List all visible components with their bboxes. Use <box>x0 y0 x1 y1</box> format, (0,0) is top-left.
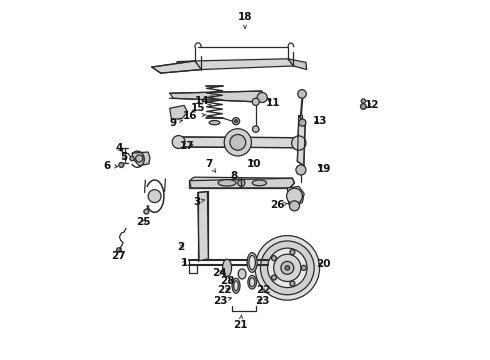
Circle shape <box>130 156 134 161</box>
Circle shape <box>274 254 301 282</box>
Ellipse shape <box>232 278 240 293</box>
Ellipse shape <box>222 259 232 276</box>
Circle shape <box>260 241 314 295</box>
Text: 16: 16 <box>183 111 205 121</box>
Polygon shape <box>170 105 188 120</box>
Ellipse shape <box>252 180 267 186</box>
Text: 9: 9 <box>170 118 182 128</box>
Text: 22: 22 <box>256 285 271 296</box>
Polygon shape <box>197 192 208 261</box>
Circle shape <box>361 104 366 109</box>
Circle shape <box>271 275 276 280</box>
Text: 20: 20 <box>316 259 330 269</box>
Text: 25: 25 <box>137 217 151 227</box>
Text: 12: 12 <box>365 100 380 110</box>
Circle shape <box>301 265 306 270</box>
Polygon shape <box>190 177 294 188</box>
Circle shape <box>172 135 185 148</box>
Polygon shape <box>288 59 307 69</box>
Ellipse shape <box>249 278 255 287</box>
Polygon shape <box>152 61 201 73</box>
Polygon shape <box>132 152 150 166</box>
Polygon shape <box>287 186 304 205</box>
Text: 15: 15 <box>191 103 211 113</box>
Circle shape <box>235 120 238 123</box>
Circle shape <box>271 256 276 261</box>
Ellipse shape <box>218 180 236 186</box>
Circle shape <box>281 261 294 274</box>
Text: 4: 4 <box>115 143 122 153</box>
Text: 3: 3 <box>193 197 204 207</box>
Circle shape <box>230 134 245 150</box>
Text: 2: 2 <box>177 242 185 252</box>
Circle shape <box>238 179 245 186</box>
Ellipse shape <box>234 281 238 291</box>
Circle shape <box>292 136 306 150</box>
Text: 8: 8 <box>231 171 241 181</box>
Circle shape <box>257 93 267 103</box>
Text: 23: 23 <box>255 296 270 306</box>
Circle shape <box>224 129 251 156</box>
Circle shape <box>287 188 302 204</box>
Circle shape <box>252 126 259 132</box>
Ellipse shape <box>247 253 257 273</box>
Circle shape <box>299 119 306 126</box>
Circle shape <box>290 201 299 211</box>
Text: 18: 18 <box>238 12 252 28</box>
Text: 17: 17 <box>180 141 194 151</box>
Polygon shape <box>195 59 294 69</box>
Text: 19: 19 <box>317 164 331 174</box>
Circle shape <box>148 190 161 203</box>
Text: 26: 26 <box>270 200 288 210</box>
Text: 1: 1 <box>180 258 188 268</box>
Ellipse shape <box>209 121 220 125</box>
Circle shape <box>296 165 306 175</box>
Polygon shape <box>177 137 302 148</box>
Text: 22: 22 <box>217 285 231 296</box>
Text: 5: 5 <box>121 152 128 162</box>
Text: 11: 11 <box>266 98 280 108</box>
Circle shape <box>285 266 290 270</box>
Text: 28: 28 <box>220 276 235 286</box>
Text: 13: 13 <box>313 116 327 126</box>
Text: 27: 27 <box>111 248 126 261</box>
Text: 24: 24 <box>212 267 226 278</box>
Text: 14: 14 <box>195 96 214 106</box>
Circle shape <box>361 99 366 103</box>
Text: 10: 10 <box>247 159 261 169</box>
Circle shape <box>144 209 149 214</box>
Ellipse shape <box>248 275 256 289</box>
Ellipse shape <box>249 255 255 270</box>
Circle shape <box>117 248 121 252</box>
Circle shape <box>298 90 306 98</box>
Circle shape <box>255 235 319 300</box>
Circle shape <box>268 248 307 288</box>
Ellipse shape <box>238 269 246 279</box>
Circle shape <box>290 281 295 286</box>
Circle shape <box>136 155 143 162</box>
Circle shape <box>290 250 295 255</box>
Text: 21: 21 <box>233 315 248 330</box>
Polygon shape <box>170 91 265 102</box>
Circle shape <box>232 118 240 125</box>
Text: 6: 6 <box>103 161 118 171</box>
Circle shape <box>252 98 259 105</box>
Circle shape <box>119 162 124 167</box>
Polygon shape <box>297 116 305 166</box>
Polygon shape <box>177 61 198 69</box>
Text: 23: 23 <box>213 296 231 306</box>
Text: 7: 7 <box>205 159 216 172</box>
